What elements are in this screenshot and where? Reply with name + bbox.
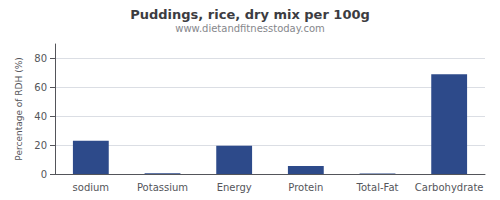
svg-text:Percentage of RDH (%): Percentage of RDH (%) [14, 57, 24, 160]
svg-text:Protein: Protein [288, 182, 323, 193]
svg-text:Carbohydrate: Carbohydrate [415, 182, 484, 193]
svg-text:80: 80 [34, 53, 47, 64]
svg-text:Potassium: Potassium [137, 182, 188, 193]
svg-text:sodium: sodium [73, 182, 110, 193]
svg-text:60: 60 [34, 82, 47, 93]
svg-text:www.dietandfitnesstoday.com: www.dietandfitnesstoday.com [175, 23, 324, 34]
svg-text:Puddings, rice, dry mix per 10: Puddings, rice, dry mix per 100g [130, 7, 370, 22]
svg-text:Total-Fat: Total-Fat [356, 182, 399, 193]
svg-text:40: 40 [34, 111, 47, 122]
svg-text:20: 20 [34, 140, 47, 151]
svg-text:0: 0 [41, 169, 47, 180]
svg-text:Energy: Energy [217, 182, 252, 193]
